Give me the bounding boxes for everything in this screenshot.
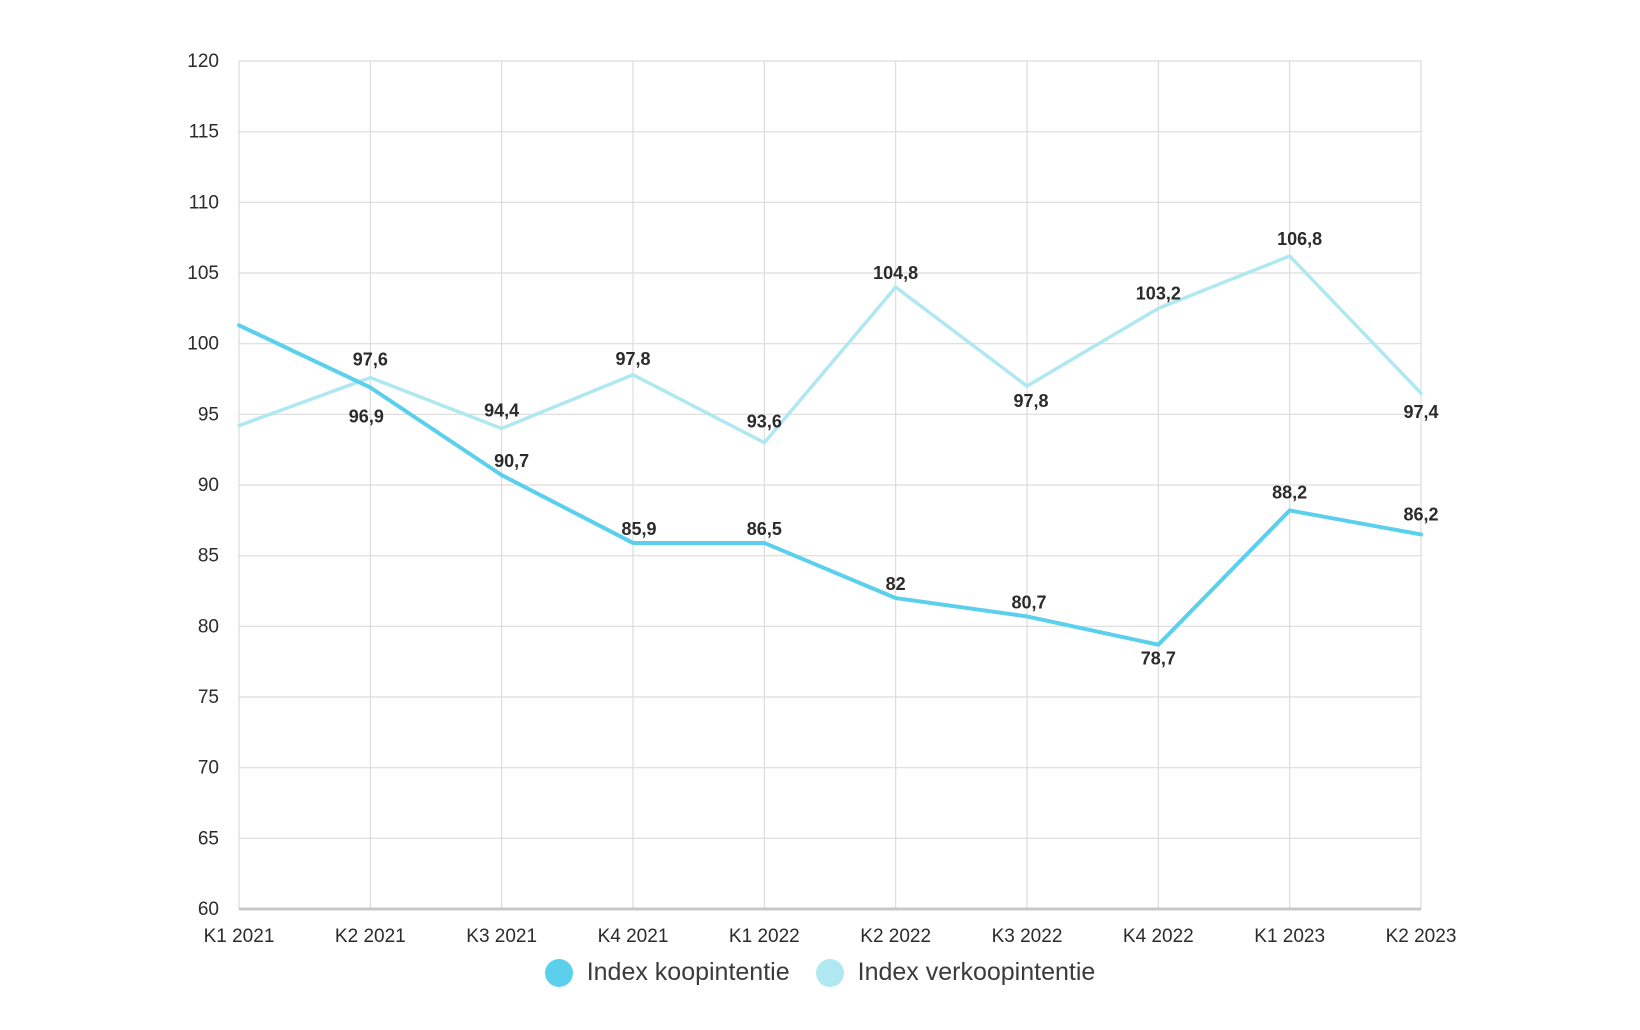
y-tick-label-90: 90 [198, 475, 219, 496]
y-tick-label-75: 75 [198, 687, 219, 708]
legend-swatch-koopintentie [544, 958, 573, 987]
data-label-s1-4: 93,6 [747, 412, 782, 432]
y-tick-label-120: 120 [187, 51, 219, 72]
y-tick-label-70: 70 [198, 758, 219, 779]
y-tick-label-95: 95 [198, 404, 219, 425]
data-label-s1-3: 97,8 [615, 349, 650, 369]
data-label-s1-7: 103,2 [1136, 283, 1181, 303]
legend-item-verkoopintentie: Index verkoopintentie [815, 958, 1096, 987]
x-tick-label-0: K1 2021 [204, 926, 275, 947]
data-label-s0-1: 96,9 [349, 406, 384, 426]
x-tick-label-6: K3 2022 [992, 926, 1063, 947]
x-tick-label-3: K4 2021 [598, 926, 669, 947]
data-label-s0-4: 86,5 [747, 519, 782, 539]
series [237, 254, 1423, 647]
x-tick-label-5: K2 2022 [860, 926, 931, 947]
legend-label-koopintentie: Index koopintentie [586, 958, 790, 986]
axes: 60 65 70 75 80 85 90 95 100 105 110 115 120 K1 2021 K2… [187, 51, 1456, 947]
data-label-s0-2: 90,7 [494, 451, 529, 471]
x-tick-label-4: K1 2022 [729, 926, 800, 947]
x-tick-label-7: K4 2022 [1123, 926, 1194, 947]
y-tick-label-85: 85 [198, 546, 219, 567]
data-label-s0-7: 78,7 [1141, 649, 1176, 669]
y-tick-label-115: 115 [189, 122, 219, 143]
series-line-1 [237, 254, 1423, 445]
y-tick-label-65: 65 [198, 828, 219, 849]
data-label-s0-3: 85,9 [621, 519, 656, 539]
legend-label-verkoopintentie: Index verkoopintentie [857, 958, 1096, 986]
data-label-s0-8: 88,2 [1272, 482, 1307, 502]
line-chart: 60 65 70 75 80 85 90 95 100 105 110 115 120 K1 2021 K2… [187, 51, 1456, 947]
legend: Index koopintentie Index verkoopintentie [0, 958, 1640, 987]
legend-swatch-verkoopintentie [815, 958, 844, 987]
data-label-s1-8: 106,8 [1277, 229, 1322, 249]
x-tick-label-9: K2 2023 [1386, 926, 1457, 947]
data-labels: 96,9 90,7 85,9 86,5 82 80,7 78,7 88,2 86,2 97,6 94… [349, 229, 1439, 669]
x-tick-label-1: K2 2021 [335, 926, 406, 947]
data-label-s1-1: 97,6 [353, 350, 388, 370]
y-tick-label-105: 105 [187, 263, 219, 284]
series-line-0 [237, 323, 1423, 647]
grid [238, 60, 1422, 910]
x-tick-label-2: K3 2021 [466, 926, 537, 947]
data-label-s1-6: 97,8 [1013, 391, 1048, 411]
data-label-s0-9: 86,2 [1403, 504, 1438, 524]
data-label-s1-2: 94,4 [484, 400, 519, 420]
y-tick-label-100: 100 [187, 334, 219, 355]
y-tick-label-60: 60 [198, 899, 219, 920]
data-label-s0-5: 82 [886, 574, 906, 594]
data-label-s0-6: 80,7 [1011, 592, 1046, 612]
legend-item-koopintentie: Index koopintentie [544, 958, 790, 987]
data-label-s1-5: 104,8 [873, 263, 918, 283]
y-tick-label-80: 80 [198, 616, 219, 637]
data-label-s1-9: 97,4 [1403, 402, 1438, 422]
x-tick-label-8: K1 2023 [1254, 926, 1325, 947]
y-tick-label-110: 110 [189, 192, 219, 213]
